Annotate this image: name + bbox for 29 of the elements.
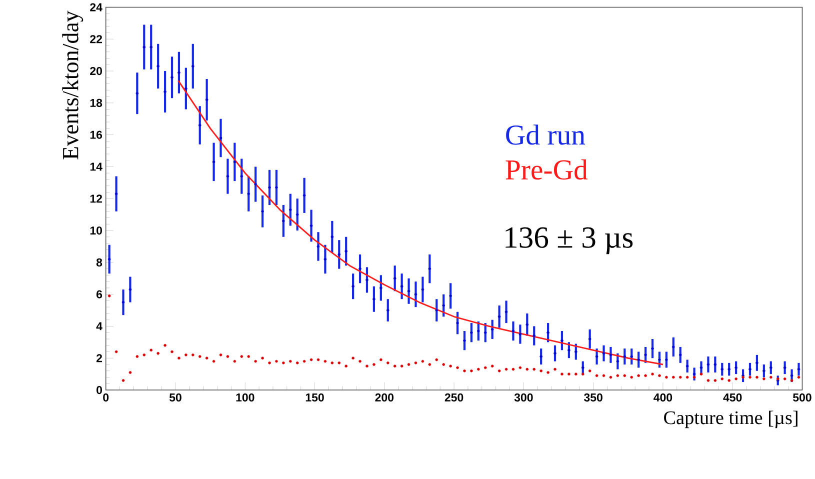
y-tick-label: 20 bbox=[90, 66, 102, 75]
y-tick-label: 0 bbox=[96, 386, 102, 394]
y-tick-label: 10 bbox=[90, 226, 102, 234]
y-tick-label: 8 bbox=[96, 258, 102, 266]
x-tick-label: 0 bbox=[103, 393, 109, 402]
y-tick-label: 4 bbox=[96, 322, 102, 330]
x-tick-label: 200 bbox=[375, 393, 394, 402]
x-tick-label: 300 bbox=[514, 393, 533, 402]
x-tick-label: 250 bbox=[444, 393, 464, 402]
text: Gd run bbox=[506, 124, 586, 145]
y-tick-label: 24 bbox=[90, 3, 102, 12]
y-tick-label: 2 bbox=[96, 354, 102, 362]
x-tick-label: 50 bbox=[169, 393, 182, 402]
y-tick-label: 22 bbox=[90, 34, 102, 43]
x-axis-title: Capture time [µs] bbox=[664, 410, 798, 428]
text: Pre-Gd bbox=[506, 159, 588, 180]
y-tick-label: 6 bbox=[96, 290, 102, 298]
y-axis-title: Events/kton/day bbox=[62, 10, 84, 160]
x-tick-label: 100 bbox=[236, 393, 254, 402]
x-tick-label: 400 bbox=[654, 393, 672, 402]
y-tick-label: 12 bbox=[90, 194, 102, 202]
x-tick-label: 450 bbox=[723, 393, 742, 402]
y-tick-label: 16 bbox=[90, 130, 102, 139]
y-tick-label: 14 bbox=[90, 162, 102, 170]
annotation: 136 ± 3 µs bbox=[506, 227, 633, 254]
y-tick-label: 18 bbox=[90, 98, 102, 107]
x-tick-label: 150 bbox=[306, 393, 324, 402]
x-tick-label: 350 bbox=[584, 393, 602, 402]
x-tick-label: 500 bbox=[792, 393, 812, 402]
